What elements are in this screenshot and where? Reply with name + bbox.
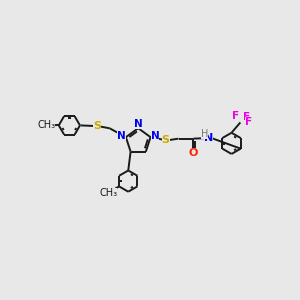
Text: CH₃: CH₃ bbox=[99, 188, 117, 198]
Text: CH₃: CH₃ bbox=[37, 120, 55, 130]
Text: S: S bbox=[162, 135, 170, 146]
Text: N: N bbox=[204, 133, 213, 143]
Text: N: N bbox=[134, 119, 143, 129]
Text: F: F bbox=[232, 111, 239, 121]
Text: F: F bbox=[243, 112, 250, 122]
Text: H: H bbox=[201, 129, 208, 139]
Text: N: N bbox=[117, 131, 126, 141]
Text: F: F bbox=[245, 117, 252, 127]
Text: N: N bbox=[151, 131, 159, 141]
Text: O: O bbox=[189, 148, 198, 158]
Text: S: S bbox=[93, 121, 101, 131]
